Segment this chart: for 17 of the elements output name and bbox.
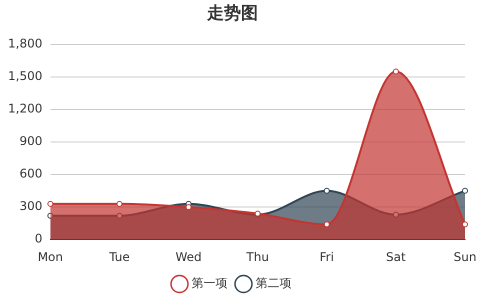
y-tick-label: 300 bbox=[19, 199, 42, 214]
legend-label: 第二项 bbox=[256, 276, 292, 290]
x-tick-label: Mon bbox=[38, 250, 64, 264]
x-tick-label: Wed bbox=[175, 250, 202, 264]
y-tick-label: 1,500 bbox=[8, 69, 42, 84]
y-tick-label: 0 bbox=[34, 232, 42, 246]
y-tick-label: 1,800 bbox=[8, 36, 42, 51]
x-tick-label: Tue bbox=[108, 250, 130, 264]
x-tick-label: Fri bbox=[320, 250, 334, 264]
legend-label: 第一项 bbox=[192, 276, 228, 290]
x-tick-label: Sun bbox=[454, 250, 476, 264]
y-tick-label: 600 bbox=[19, 166, 42, 181]
chart-title: 走势图 bbox=[206, 4, 258, 24]
y-tick-label: 1,200 bbox=[8, 102, 42, 116]
x-tick-label: Thu bbox=[245, 250, 269, 264]
x-tick-label: Sat bbox=[386, 250, 406, 264]
y-tick-label: 900 bbox=[19, 134, 42, 148]
